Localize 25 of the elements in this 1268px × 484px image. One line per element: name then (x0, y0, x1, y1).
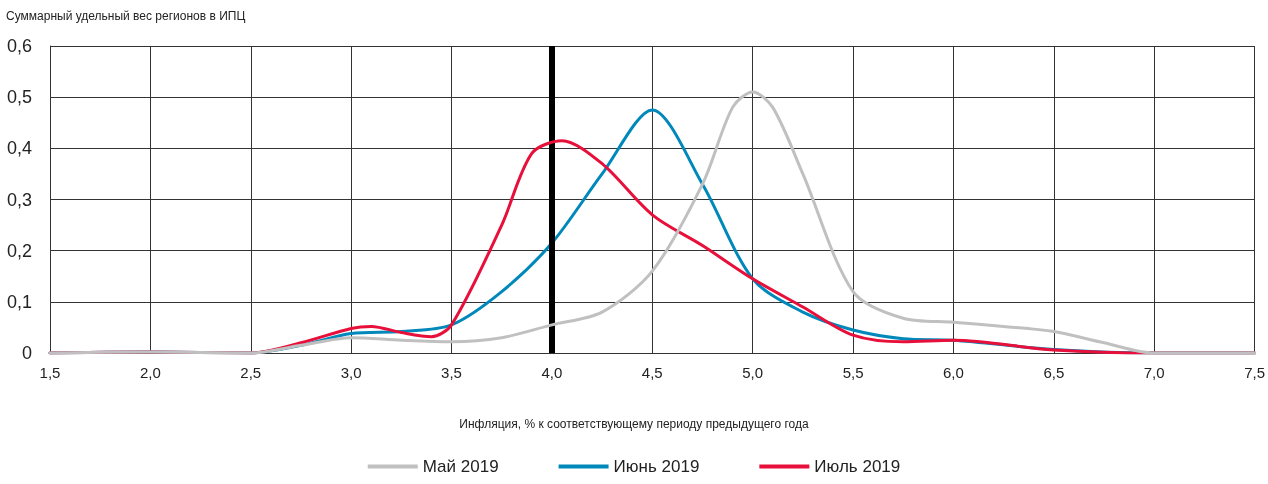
y-tick-label: 0,5 (6, 87, 32, 108)
x-tick-label: 4,0 (541, 364, 563, 381)
x-tick-label: 2,0 (139, 364, 161, 381)
x-tick-label: 2,5 (240, 364, 262, 381)
y-tick-label: 0,2 (6, 240, 32, 261)
x-tick-label: 7,5 (1244, 364, 1265, 381)
y-tick-label: 0,4 (6, 138, 32, 159)
legend-label: Июль 2019 (814, 457, 901, 476)
x-tick-label: 7,0 (1143, 364, 1165, 381)
y-tick-label: 0,6 (6, 36, 32, 56)
x-tick-label: 6,5 (1043, 364, 1065, 381)
x-tick-label: 3,0 (340, 364, 362, 381)
y-tick-label: 0,3 (6, 189, 32, 210)
x-tick-label: 1,5 (39, 364, 61, 381)
legend-label: Май 2019 (422, 457, 499, 476)
x-tick-label: 4,5 (641, 364, 663, 381)
x-tick-label: 6,0 (943, 364, 964, 381)
legend-label: Июнь 2019 (613, 457, 700, 476)
x-tick-label: 5,0 (742, 364, 764, 381)
x-axis-title: Инфляция, % к соответствующему периоду предыдущего года (459, 417, 809, 431)
y-axis-title: Суммарный удельный вес регионов в ИПЦ (6, 9, 246, 23)
y-tick-label: 0,1 (6, 291, 32, 312)
y-tick-label: 0 (21, 343, 32, 363)
x-tick-label: 5,5 (842, 364, 864, 381)
x-tick-label: 3,5 (441, 364, 462, 381)
